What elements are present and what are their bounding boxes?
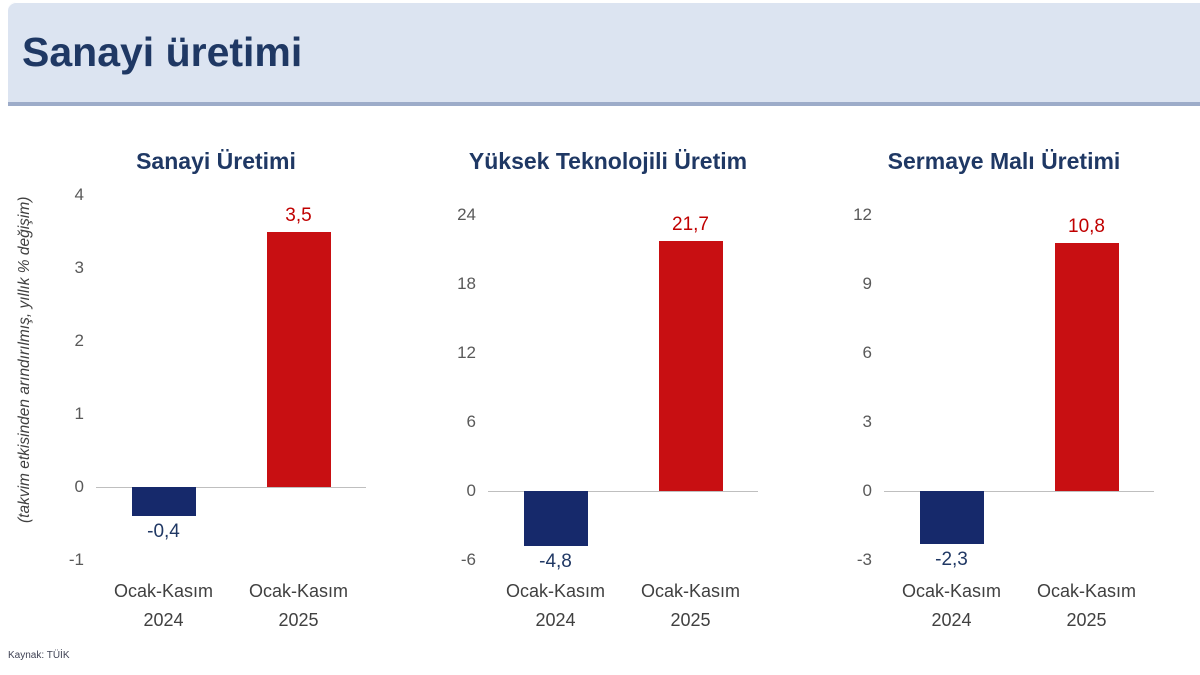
bar-2024 <box>523 491 588 547</box>
bar-value-label: 21,7 <box>672 214 709 236</box>
plot-area: 24 18 12 6 0 -6 -4,8 Ocak-Kasım 2024 21,7 Ocak-Kas… <box>428 140 788 665</box>
y-tick-label: 0 <box>466 481 476 500</box>
x-category-line: 2024 <box>931 610 972 630</box>
x-category-line: 2025 <box>670 610 711 630</box>
x-category-label: Ocak-Kasım 2024 <box>476 577 636 635</box>
bar-2025 <box>1054 242 1119 491</box>
x-category-line: 2025 <box>278 610 319 630</box>
plot-area: 4 3 2 1 0 -1 -0,4 Ocak-Kasım 2024 3,5 Ocak-Kasım 20… <box>36 140 396 665</box>
zero-axis-line <box>884 491 1154 492</box>
bar-2025 <box>266 231 331 487</box>
bar-value-label: -0,4 <box>147 521 180 543</box>
zero-axis-line <box>488 491 758 492</box>
x-category-line: 2024 <box>535 610 576 630</box>
y-tick-label: 2 <box>74 331 84 350</box>
bar-value-label: 3,5 <box>285 204 312 226</box>
chart-title: Yüksek Teknolojili Üretim <box>468 148 748 174</box>
chart-yuksek-teknolojili-uretim: Yüksek Teknolojili Üretim 24 18 12 6 0 -6 -4,8… <box>428 140 788 665</box>
bar-2024 <box>919 491 984 544</box>
source-note: Kaynak: TÜİK <box>8 650 70 661</box>
chart-title: Sermaye Malı Üretimi <box>887 148 1121 174</box>
x-category-label: Ocak-Kasım 2024 <box>872 577 1032 635</box>
plot-area: 12 9 6 3 0 -3 -2,3 Ocak-Kasım 2024 10,8 Ocak-Kasım… <box>824 140 1184 665</box>
zero-axis-line <box>96 487 366 488</box>
y-axis-note: (takvim etkisinden arındırılmış, yıllık … <box>16 196 33 524</box>
bar-2024 <box>131 487 196 517</box>
x-category-label: Ocak-Kasım 2025 <box>1007 577 1167 635</box>
y-tick-label: 0 <box>74 477 84 496</box>
x-category-label: Ocak-Kasım 2025 <box>219 577 379 635</box>
x-category-label: Ocak-Kasım 2025 <box>611 577 771 635</box>
bar-value-label: -4,8 <box>539 551 572 573</box>
x-category-line: Ocak-Kasım <box>248 581 349 601</box>
y-tick-label: 3 <box>74 258 84 277</box>
x-category-line: 2025 <box>1066 610 1107 630</box>
chart-title: Sanayi Üretimi <box>136 148 296 174</box>
y-tick-label: -6 <box>460 550 476 569</box>
x-category-line: Ocak-Kasım <box>901 581 1002 601</box>
y-tick-label: 1 <box>74 404 84 423</box>
chart-sermaye-mali-uretimi: Sermaye Malı Üretimi 12 9 6 3 0 -3 -2,3 Ocak-Ka… <box>824 140 1184 665</box>
x-category-line: Ocak-Kasım <box>1036 581 1137 601</box>
bar-value-label: 10,8 <box>1068 215 1105 237</box>
y-tick-label: 4 <box>74 185 84 204</box>
x-category-line: Ocak-Kasım <box>113 581 214 601</box>
y-tick-label: 24 <box>457 205 476 224</box>
x-category-line: Ocak-Kasım <box>505 581 606 601</box>
y-tick-label: 3 <box>862 412 872 431</box>
y-tick-label: -1 <box>68 550 84 569</box>
x-category-label: Ocak-Kasım 2024 <box>84 577 244 635</box>
chart-sanayi-uretimi: Sanayi Üretimi 4 3 2 1 0 -1 -0,4 Ocak-Kasım 2024… <box>36 140 396 665</box>
page-header: Sanayi üretimi <box>8 2 1200 106</box>
page-title: Sanayi üretimi <box>22 28 303 75</box>
y-tick-label: 18 <box>457 274 476 293</box>
y-tick-label: 9 <box>862 274 872 293</box>
bar-value-label: -2,3 <box>935 548 968 570</box>
y-tick-label: -3 <box>856 550 872 569</box>
y-tick-label: 12 <box>457 343 476 362</box>
bar-2025 <box>658 241 723 491</box>
y-tick-label: 12 <box>853 205 872 224</box>
x-category-line: 2024 <box>143 610 184 630</box>
y-tick-label: 6 <box>862 343 872 362</box>
y-tick-label: 6 <box>466 412 476 431</box>
y-tick-label: 0 <box>862 481 872 500</box>
x-category-line: Ocak-Kasım <box>640 581 741 601</box>
